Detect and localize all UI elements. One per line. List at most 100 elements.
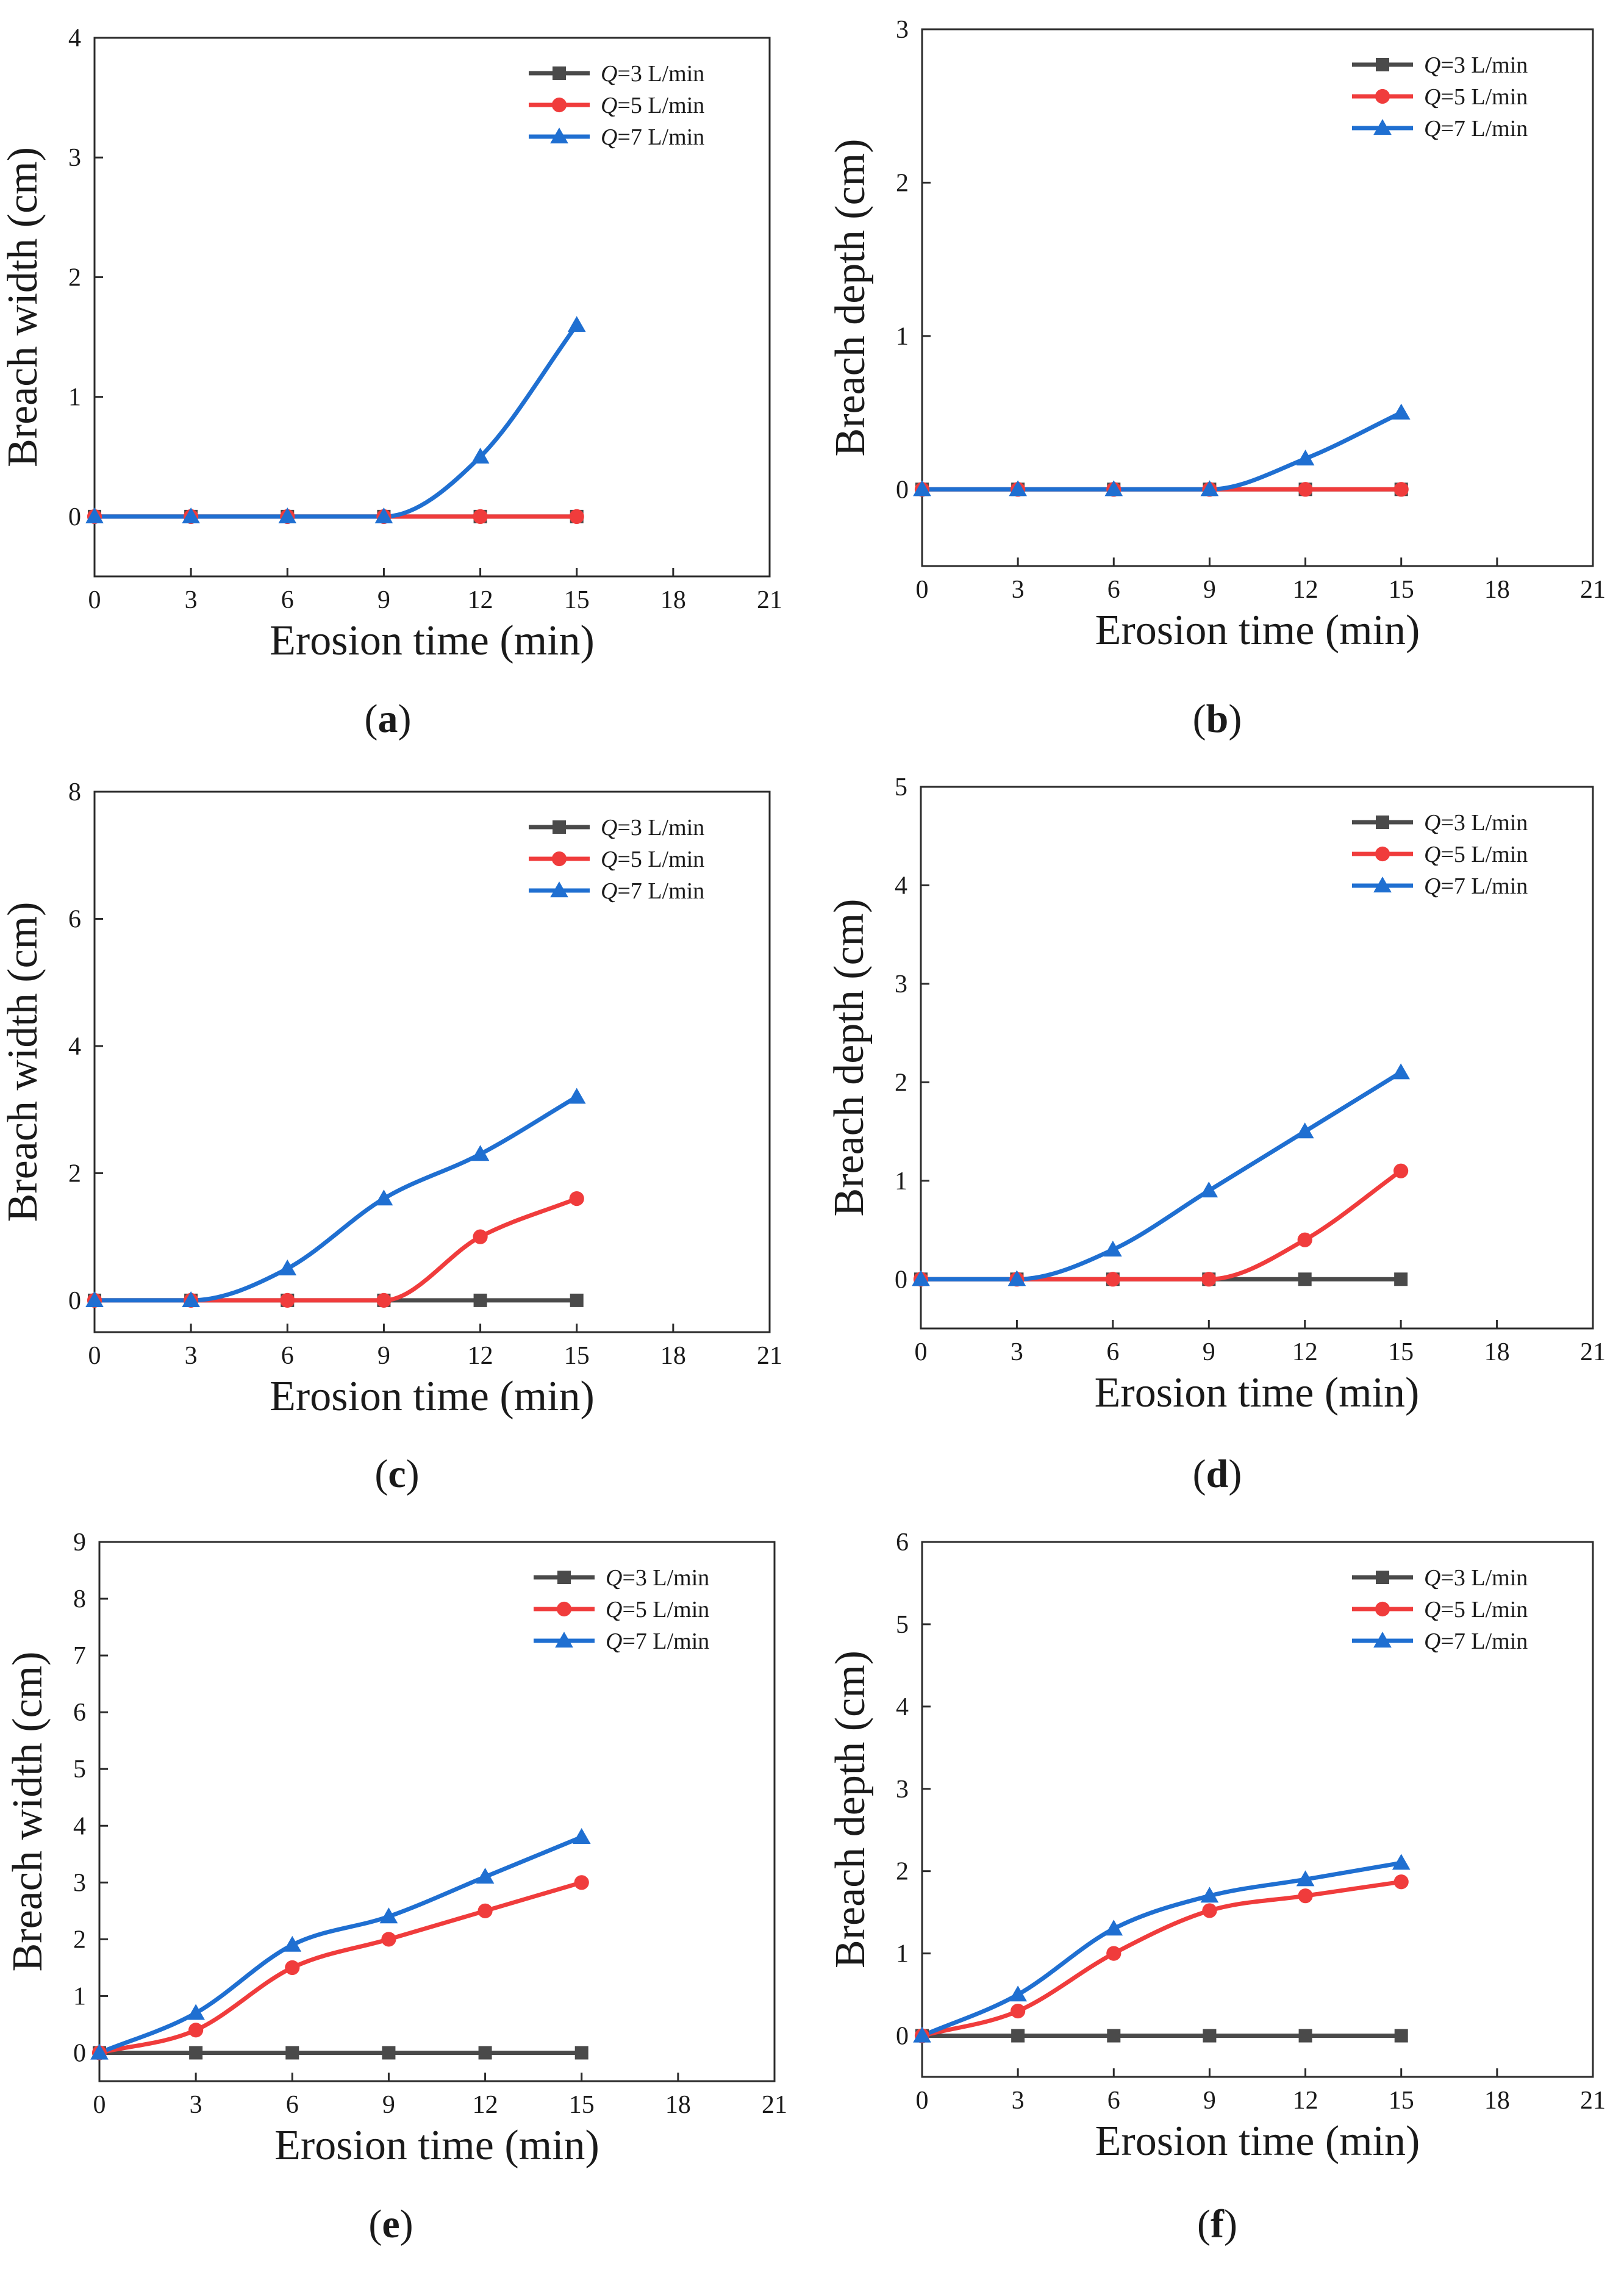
series-line-2 bbox=[97, 1880, 584, 2055]
data-point bbox=[1200, 480, 1219, 497]
x-tick-label: 21 bbox=[757, 1342, 782, 1370]
data-point bbox=[1011, 2029, 1025, 2043]
legend-entry-label: Q=7 L/min bbox=[1424, 873, 1528, 899]
panel-caption: (f) bbox=[1197, 2202, 1237, 2246]
axis-frame bbox=[920, 786, 1594, 1330]
data-point bbox=[473, 1293, 487, 1307]
legend-swatch-marker bbox=[1375, 846, 1390, 862]
y-tick-label: 0 bbox=[68, 503, 81, 531]
y-tick-label: 4 bbox=[73, 1812, 86, 1840]
series-markers-3 bbox=[85, 316, 586, 524]
y-tick-label: 3 bbox=[896, 1776, 909, 1804]
data-point bbox=[567, 1088, 586, 1104]
y-tick-label: 3 bbox=[73, 1869, 86, 1897]
legend-swatch-marker bbox=[556, 1601, 572, 1617]
data-point bbox=[187, 2004, 205, 2020]
legend-swatch-marker bbox=[1376, 816, 1389, 829]
y-tick-label: 8 bbox=[68, 778, 81, 806]
data-point bbox=[1393, 1163, 1409, 1178]
y-tick-label: 0 bbox=[896, 2023, 909, 2051]
legend-swatch-marker bbox=[550, 881, 568, 898]
legend-swatch-marker bbox=[550, 127, 568, 144]
data-point bbox=[285, 1960, 300, 1975]
x-tick-label: 6 bbox=[286, 2091, 299, 2119]
y-tick-label: 2 bbox=[896, 169, 909, 197]
x-tick-label: 12 bbox=[1292, 1338, 1318, 1366]
data-point bbox=[476, 1868, 495, 1884]
y-tick-label: 0 bbox=[895, 1266, 907, 1294]
data-point bbox=[478, 1903, 493, 1918]
data-point bbox=[376, 1292, 392, 1308]
data-point bbox=[85, 1291, 104, 1308]
legend-entry-label: Q=5 L/min bbox=[601, 847, 704, 872]
panel-c: 0 3 6 9 12 15 18 21 0 2 4 6 8 Erosion time (min) Breac… bbox=[0, 778, 782, 1420]
series-line-3 bbox=[918, 1070, 1403, 1282]
data-point bbox=[471, 1145, 490, 1161]
data-point bbox=[1394, 2029, 1408, 2043]
legend-swatch-marker bbox=[1373, 1632, 1392, 1648]
y-tick-label: 0 bbox=[896, 476, 909, 504]
x-axis-title: Erosion time (min) bbox=[1095, 607, 1420, 654]
y-tick-label: 2 bbox=[68, 263, 81, 292]
y-tick-label: 0 bbox=[73, 2039, 86, 2067]
legend-entry-label: Q=5 L/min bbox=[1424, 84, 1528, 110]
series-line-3 bbox=[920, 1860, 1404, 2038]
x-tick-label: 9 bbox=[377, 586, 390, 614]
x-tick-label: 0 bbox=[88, 1342, 101, 1370]
series-markers-2 bbox=[914, 1874, 1409, 2043]
legend-entry-label: Q=7 L/min bbox=[606, 1629, 709, 1654]
legend-entry-label: Q=3 L/min bbox=[1424, 810, 1528, 836]
data-point bbox=[280, 1292, 295, 1308]
data-point bbox=[478, 2046, 492, 2060]
x-tick-label: 6 bbox=[1106, 1338, 1119, 1366]
x-tick-label: 21 bbox=[757, 586, 782, 614]
data-point bbox=[1105, 1272, 1120, 1287]
data-point bbox=[1297, 1232, 1312, 1247]
y-tick-label: 4 bbox=[68, 1033, 81, 1061]
x-tick-label: 18 bbox=[660, 586, 686, 614]
data-point bbox=[572, 1828, 591, 1844]
data-point bbox=[1298, 2029, 1312, 2043]
x-tick-label: 0 bbox=[915, 1338, 928, 1366]
x-tick-label: 12 bbox=[1293, 576, 1318, 604]
series-markers-3 bbox=[90, 1828, 591, 2060]
x-tick-label: 3 bbox=[1012, 576, 1025, 604]
x-tick-label: 15 bbox=[564, 586, 590, 614]
data-point bbox=[574, 2046, 588, 2060]
legend-entry-label: Q=3 L/min bbox=[601, 815, 704, 841]
panel-caption: (b) bbox=[1193, 697, 1242, 741]
legend-entry-label: Q=5 L/min bbox=[601, 93, 704, 118]
data-point bbox=[85, 507, 104, 524]
x-axis-title: Erosion time (min) bbox=[274, 2122, 599, 2169]
y-tick-label: 5 bbox=[896, 1611, 909, 1639]
axis-frame bbox=[93, 37, 771, 578]
y-tick-label: 1 bbox=[895, 1167, 907, 1196]
series-line-3 bbox=[92, 1094, 579, 1303]
legend: Q=3 L/min Q=5 L/min Q=7 L/min bbox=[1352, 52, 1528, 142]
data-point bbox=[285, 2046, 299, 2060]
y-tick-label: 6 bbox=[68, 905, 81, 933]
panel-caption: (a) bbox=[365, 697, 412, 741]
data-point bbox=[1392, 1063, 1410, 1080]
x-tick-label: 6 bbox=[1107, 576, 1120, 604]
y-tick-label: 2 bbox=[895, 1069, 907, 1097]
legend-swatch-marker bbox=[557, 1571, 571, 1584]
data-point bbox=[182, 1291, 200, 1308]
data-point bbox=[1295, 1122, 1314, 1139]
legend-entry-label: Q=7 L/min bbox=[1424, 1629, 1528, 1654]
x-tick-label: 15 bbox=[564, 1342, 590, 1370]
x-tick-label: 18 bbox=[1484, 576, 1510, 604]
legend-entry-label: Q=7 L/min bbox=[601, 124, 704, 150]
legend-entry-label: Q=3 L/min bbox=[606, 1565, 709, 1591]
legend-entry-label: Q=3 L/min bbox=[601, 61, 704, 87]
data-point bbox=[1298, 1888, 1313, 1904]
legend-swatch-marker bbox=[551, 97, 567, 113]
data-point bbox=[1104, 480, 1123, 497]
y-tick-label: 0 bbox=[68, 1287, 81, 1315]
data-point bbox=[278, 1259, 297, 1275]
y-tick-label: 4 bbox=[895, 872, 907, 900]
x-tick-label: 6 bbox=[1107, 2087, 1120, 2115]
